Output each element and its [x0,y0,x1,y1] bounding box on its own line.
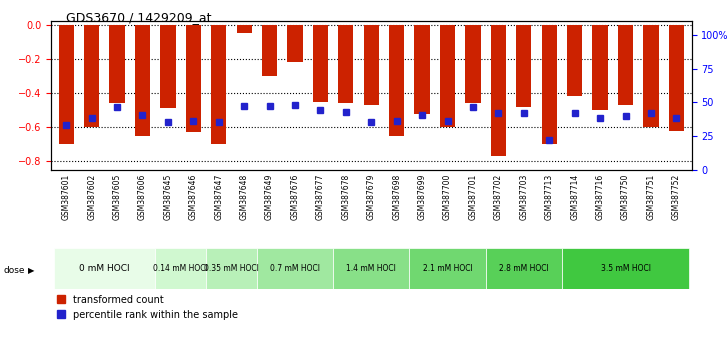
Text: GSM387713: GSM387713 [545,174,554,220]
Bar [211,25,226,144]
Text: dose: dose [4,266,25,275]
Text: GSM387702: GSM387702 [494,174,503,220]
Text: GSM387750: GSM387750 [621,174,630,220]
Text: 3.5 mM HOCl: 3.5 mM HOCl [601,264,651,273]
FancyBboxPatch shape [409,248,486,289]
Text: 2.8 mM HOCl: 2.8 mM HOCl [499,264,549,273]
Bar [491,25,506,156]
Text: ▶: ▶ [28,266,34,275]
Legend: transformed count, percentile rank within the sample: transformed count, percentile rank withi… [56,295,238,320]
FancyBboxPatch shape [206,248,257,289]
FancyBboxPatch shape [562,248,689,289]
Bar [84,25,99,127]
Text: GSM387678: GSM387678 [341,174,350,220]
Text: GSM387602: GSM387602 [87,174,96,220]
Bar [135,25,150,136]
Bar [109,25,124,103]
Text: GDS3670 / 1429209_at: GDS3670 / 1429209_at [66,11,211,24]
Text: GSM387679: GSM387679 [367,174,376,220]
FancyBboxPatch shape [333,248,409,289]
Text: GSM387646: GSM387646 [189,174,198,220]
Text: 2.1 mM HOCl: 2.1 mM HOCl [423,264,472,273]
Bar [58,25,74,144]
FancyBboxPatch shape [486,248,562,289]
Text: GSM387703: GSM387703 [519,174,529,220]
Bar [542,25,557,144]
Text: GSM387647: GSM387647 [214,174,223,220]
Text: GSM387648: GSM387648 [240,174,249,220]
Text: GSM387700: GSM387700 [443,174,452,220]
Text: GSM387699: GSM387699 [418,174,427,220]
Bar [389,25,404,136]
Text: GSM387698: GSM387698 [392,174,401,220]
Text: 0.35 mM HOCl: 0.35 mM HOCl [204,264,259,273]
Text: GSM387676: GSM387676 [290,174,299,220]
Bar [669,25,684,131]
Bar [160,25,175,108]
FancyBboxPatch shape [155,248,206,289]
Text: GSM387677: GSM387677 [316,174,325,220]
Bar [339,25,354,103]
Text: GSM387701: GSM387701 [469,174,478,220]
Bar [644,25,659,127]
Bar [593,25,608,110]
Text: 0.14 mM HOCl: 0.14 mM HOCl [153,264,208,273]
Bar [288,25,303,62]
Text: GSM387714: GSM387714 [570,174,579,220]
Text: GSM387601: GSM387601 [62,174,71,220]
Text: 1.4 mM HOCl: 1.4 mM HOCl [347,264,396,273]
Text: GSM387716: GSM387716 [596,174,604,220]
Bar [440,25,455,127]
Bar [567,25,582,96]
Bar [618,25,633,105]
Text: GSM387649: GSM387649 [265,174,274,220]
Bar [237,25,252,33]
Text: GSM387751: GSM387751 [646,174,655,220]
Bar [465,25,480,103]
Bar [516,25,531,107]
Text: 0.7 mM HOCl: 0.7 mM HOCl [270,264,320,273]
FancyBboxPatch shape [257,248,333,289]
Text: GSM387605: GSM387605 [113,174,122,220]
Bar [313,25,328,102]
Text: 0 mM HOCl: 0 mM HOCl [79,264,130,273]
FancyBboxPatch shape [53,248,155,289]
Bar [414,25,430,114]
Bar [364,25,379,105]
Text: GSM387606: GSM387606 [138,174,147,220]
Bar [262,25,277,76]
Text: GSM387752: GSM387752 [672,174,681,220]
Bar [186,25,201,132]
Text: GSM387645: GSM387645 [163,174,173,220]
